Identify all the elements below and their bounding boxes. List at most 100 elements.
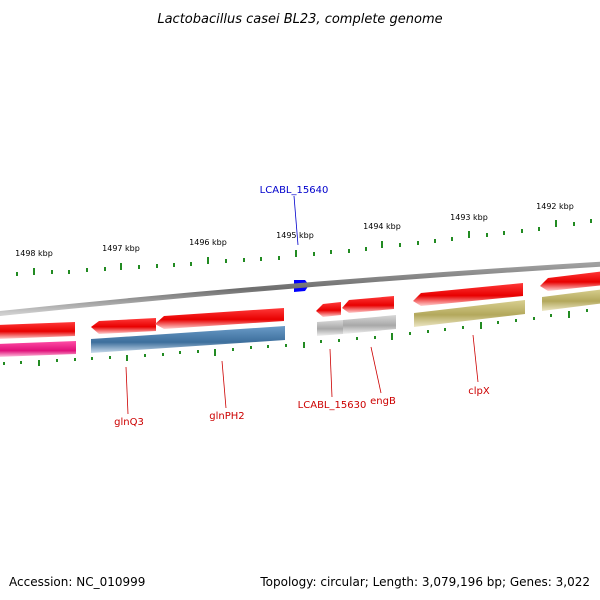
scale-tick: [444, 328, 446, 331]
scale-tick: [586, 309, 588, 312]
map-title: Lactobacillus casei BL23, complete genom…: [157, 12, 442, 27]
gene-feature[interactable]: [317, 320, 343, 336]
scale-tick: [550, 314, 552, 317]
gene-feature[interactable]: [343, 315, 396, 334]
scale-tick: [120, 263, 122, 270]
scale-label: 1495 kbp: [276, 231, 314, 240]
scale-tick: [56, 359, 58, 362]
scale-tick: [381, 241, 383, 248]
gene-feature[interactable]: [91, 326, 285, 353]
accession-text: Accession: NC_010999: [9, 575, 145, 589]
gene-label-lcabl-15640[interactable]: LCABL_15640: [260, 185, 329, 196]
scale-tick: [451, 237, 453, 241]
scale-tick: [555, 220, 557, 227]
scale-tick: [74, 358, 76, 361]
scale-tick: [250, 346, 252, 349]
scale-tick: [138, 265, 140, 269]
scale-tick: [197, 350, 199, 353]
scale-tick: [521, 229, 523, 233]
genome-backbone: [0, 261, 600, 316]
cds-feature[interactable]: [91, 318, 156, 334]
scale-tick: [126, 355, 128, 361]
gene-feature[interactable]: [542, 289, 600, 311]
scale-tick: [356, 337, 358, 340]
scale-tick: [533, 317, 535, 320]
gene-label-clpx[interactable]: clpX: [468, 386, 490, 397]
scale-tick: [3, 362, 5, 365]
scale-tick: [207, 257, 209, 264]
cds-feature[interactable]: [316, 302, 341, 317]
gene-label-engb[interactable]: engB: [370, 396, 396, 407]
gene-label-glnq3[interactable]: glnQ3: [114, 417, 144, 428]
scale-tick: [303, 342, 305, 348]
scale-tick: [285, 344, 287, 347]
scale-tick: [91, 357, 93, 360]
scale-tick: [462, 326, 464, 329]
scale-tick: [104, 267, 106, 271]
leader-line-glnph2: [221, 360, 227, 409]
gene-track: [0, 289, 600, 357]
scale-tick: [427, 330, 429, 333]
scale-label: 1493 kbp: [450, 213, 488, 222]
cds-feature[interactable]: [413, 283, 523, 306]
scale-tick: [190, 262, 192, 266]
scale-tick: [156, 264, 158, 268]
scale-tick: [267, 345, 269, 348]
scale-tick: [109, 356, 111, 359]
leader-line-glnq3: [125, 366, 129, 415]
scale-tick: [295, 250, 297, 257]
scale-tick: [515, 319, 517, 322]
gene-feature[interactable]: [0, 341, 76, 357]
cds-feature[interactable]: [0, 322, 75, 339]
gene-labels: glnQ3 glnPH2 LCABL_15630 engB clpX: [114, 334, 490, 428]
scale-tick: [348, 249, 350, 253]
scale-tick: [434, 239, 436, 243]
scale-label: 1492 kbp: [536, 202, 574, 211]
scale-tick: [391, 333, 393, 340]
cds-feature[interactable]: [540, 271, 600, 291]
scale-label: 1496 kbp: [189, 238, 227, 247]
scale-tick: [179, 351, 181, 354]
scale-label: 1497 kbp: [102, 244, 140, 253]
scale-label: 1498 kbp: [15, 249, 53, 258]
scale-tick: [33, 268, 35, 275]
scale-tick: [173, 263, 175, 267]
scale-tick: [51, 270, 53, 274]
scale-tick: [417, 241, 419, 245]
lower-scale-ticks: [3, 309, 588, 366]
scale-tick: [16, 272, 18, 276]
scale-tick: [480, 322, 482, 329]
cds-feature[interactable]: [155, 308, 284, 329]
scale-tick: [568, 311, 570, 318]
scale-tick: [214, 349, 216, 356]
scale-tick: [68, 270, 70, 274]
scale-tick: [232, 348, 234, 351]
scale-tick: [538, 227, 540, 231]
upper-scale-ticks: [16, 219, 592, 276]
scale-tick: [573, 222, 575, 226]
scale-tick: [38, 360, 40, 366]
leader-line-engb: [370, 346, 382, 394]
scale-tick: [144, 354, 146, 357]
scale-label: 1494 kbp: [363, 222, 401, 231]
gene-label-lcabl-15630[interactable]: LCABL_15630: [298, 400, 367, 411]
scale-tick: [590, 219, 592, 223]
cds-feature[interactable]: [342, 296, 394, 313]
scale-tick: [374, 336, 376, 339]
leader-line-lcabl-15630: [329, 348, 333, 398]
scale-tick: [399, 243, 401, 247]
scale-tick: [225, 259, 227, 263]
gene-feature[interactable]: [414, 300, 525, 327]
scale-tick: [260, 257, 262, 261]
leader-line-clpx: [472, 334, 479, 383]
scale-tick: [486, 233, 488, 237]
scale-tick: [86, 268, 88, 272]
gene-label-glnph2[interactable]: glnPH2: [209, 411, 244, 422]
scale-tick: [503, 231, 505, 235]
scale-tick: [497, 321, 499, 324]
scale-tick: [243, 258, 245, 262]
leader-line-lcabl-15640: [293, 195, 299, 246]
scale-tick: [320, 340, 322, 343]
scale-tick: [313, 252, 315, 256]
cds-track-forward: [0, 271, 600, 339]
